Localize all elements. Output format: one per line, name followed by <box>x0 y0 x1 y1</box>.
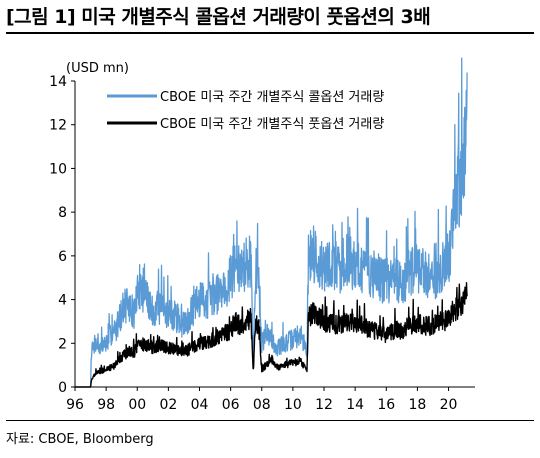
axis-layer <box>74 81 475 388</box>
x-tick-label: 12 <box>315 397 333 413</box>
y-tick-label: 2 <box>58 336 67 352</box>
legend-label: CBOE 미국 주간 개별주식 콜옵션 거래량 <box>160 90 384 105</box>
y-tick-label: 10 <box>49 161 67 177</box>
put-volume-line <box>74 281 468 388</box>
source-note: 자료: CBOE, Bloomberg <box>6 432 154 447</box>
source-divider <box>6 420 534 421</box>
y-tick-label: 6 <box>58 249 67 265</box>
y-tick-label: 12 <box>49 118 67 134</box>
x-tick-label: 08 <box>253 397 271 413</box>
y-tick-label: 14 <box>49 74 67 90</box>
x-tick-label: 04 <box>191 397 209 413</box>
x-tick-label: 98 <box>97 397 115 413</box>
y-tick-label: 8 <box>58 205 67 221</box>
y-ticks: 0 2 4 6 8 10 12 14 <box>49 74 75 396</box>
x-tick-label: 14 <box>346 397 364 413</box>
call-volume-line <box>74 57 468 388</box>
y-tick-label: 4 <box>58 293 67 309</box>
y-axis-unit-label: (USD mn) <box>66 61 129 76</box>
legend: CBOE 미국 주간 개별주식 콜옵션 거래량 CBOE 미국 주간 개별주식 풋… <box>107 90 384 132</box>
chart-title: [그림 1] 미국 개별주식 콜옵션 거래량이 풋옵션의 3배 <box>6 6 431 28</box>
x-tick-label: 96 <box>66 397 84 413</box>
y-tick-label: 0 <box>58 380 67 396</box>
title-divider <box>6 32 534 34</box>
x-tick-label: 16 <box>377 397 395 413</box>
legend-label: CBOE 미국 주간 개별주식 풋옵션 거래량 <box>160 117 384 132</box>
x-tick-label: 00 <box>128 397 146 413</box>
series-layer <box>74 57 468 388</box>
x-tick-label: 20 <box>440 397 458 413</box>
x-tick-label: 06 <box>222 397 240 413</box>
x-tick-label: 18 <box>408 397 426 413</box>
x-tick-label: 02 <box>159 397 177 413</box>
x-ticks: 96 98 00 02 04 06 08 10 12 14 16 18 20 <box>66 387 457 413</box>
x-tick-label: 10 <box>284 397 302 413</box>
